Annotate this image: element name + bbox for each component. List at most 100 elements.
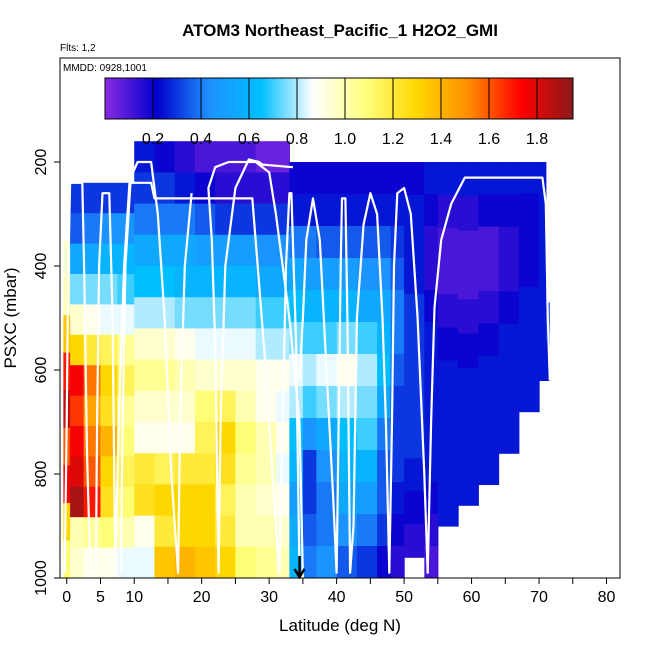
heatmap-cell xyxy=(302,290,317,323)
heatmap-cell xyxy=(154,484,176,517)
heatmap-cell xyxy=(539,255,547,288)
y-tick-label: 200 xyxy=(33,149,50,176)
heatmap-cell xyxy=(302,354,317,387)
heatmap-cell xyxy=(194,141,216,173)
heatmap-cell xyxy=(275,172,290,205)
heatmap-cell xyxy=(356,482,378,515)
heatmap-cell xyxy=(255,515,277,548)
heatmap-cell xyxy=(215,359,237,392)
heatmap-cell xyxy=(70,395,85,427)
x-tick-label: 10 xyxy=(125,589,143,606)
heatmap-cell xyxy=(458,196,479,232)
heatmap-cell xyxy=(215,546,237,578)
colorbar-ticks: 0.2 0.4 0.6 0.8 1.0 1.2 1.4 1.6 1.8 xyxy=(142,78,548,148)
colorbar-tick-label: 0.8 xyxy=(286,131,308,148)
heatmap-cell xyxy=(117,182,135,214)
heatmap-cell xyxy=(336,546,358,578)
heatmap-cell xyxy=(437,426,459,461)
heatmap-cell xyxy=(194,546,216,578)
heatmap-cell xyxy=(63,240,71,279)
heatmap-cell xyxy=(424,482,439,515)
heatmap-cell xyxy=(390,386,405,419)
heatmap-cell xyxy=(458,162,479,197)
heatmap-cell xyxy=(458,333,479,369)
heatmap-cell xyxy=(498,388,520,422)
heatmap-cell xyxy=(117,304,135,336)
heatmap-cell xyxy=(100,426,118,457)
flight-track-3-dots xyxy=(298,176,551,574)
heatmap-cell xyxy=(194,203,216,236)
heatmap-cell xyxy=(174,141,196,173)
heatmap-cell xyxy=(377,482,392,515)
heatmap-cell xyxy=(174,297,196,329)
heatmap-cell xyxy=(437,294,459,329)
heatmap-cell xyxy=(70,426,85,457)
heatmap-cell xyxy=(302,386,317,419)
heatmap-cell xyxy=(390,162,405,195)
heatmap-cell xyxy=(100,334,118,366)
heatmap-cell xyxy=(518,224,540,257)
heatmap-cell xyxy=(437,492,459,527)
heatmap-cell xyxy=(100,517,118,549)
heatmap-cell xyxy=(424,162,439,195)
heatmap-cell xyxy=(404,194,425,229)
heatmap-cell xyxy=(356,450,378,483)
y-tick-label: 600 xyxy=(33,357,50,384)
heatmap-cell xyxy=(545,341,550,381)
flight-tracks xyxy=(63,158,551,578)
marker-head xyxy=(293,568,306,580)
heatmap-cell xyxy=(134,453,156,485)
heatmap-cell xyxy=(302,322,317,355)
heatmap-cell xyxy=(478,452,500,485)
heatmap-cell xyxy=(424,450,439,483)
heatmap-cell xyxy=(255,203,277,236)
heatmap-cell xyxy=(63,502,71,542)
heatmap-cell xyxy=(478,355,500,389)
heatmap-cell xyxy=(518,318,540,350)
heatmap-cell xyxy=(194,297,216,329)
heatmap-cell xyxy=(194,234,216,267)
x-axis: 0 5 10 20 30 40 50 60 70 80 xyxy=(62,578,616,606)
heatmap-cell xyxy=(437,327,459,362)
heatmap-cell xyxy=(316,258,338,291)
heatmap-cell xyxy=(390,514,405,547)
heatmap-cell xyxy=(194,422,216,454)
heatmap-cell xyxy=(424,194,439,227)
heatmap-cell xyxy=(316,162,338,195)
heatmap-cell xyxy=(70,517,85,549)
heatmap-cell xyxy=(478,226,500,260)
heatmap-cell xyxy=(518,255,540,288)
heatmap-cell xyxy=(255,266,277,298)
heatmap-cell xyxy=(63,465,71,504)
heatmap-cell xyxy=(174,515,196,548)
x-tick-label: 70 xyxy=(530,589,548,606)
heatmap-cell xyxy=(83,547,102,578)
colorbar-tick-label: 1.2 xyxy=(382,131,404,148)
heatmap-cell xyxy=(424,258,439,291)
heatmap-cell xyxy=(70,182,85,214)
heatmap-cell xyxy=(336,162,358,195)
heatmap-cell xyxy=(255,297,277,329)
heatmap-cell xyxy=(539,224,547,257)
heatmap-cell xyxy=(390,546,405,578)
heatmap-cell xyxy=(390,354,405,387)
heatmap-cell xyxy=(174,203,196,236)
heatmap-cell xyxy=(498,420,520,454)
heatmap-cell xyxy=(289,258,304,291)
heatmap-cell xyxy=(404,227,425,262)
heatmap-cell xyxy=(100,365,118,397)
heatmap-cell xyxy=(174,422,196,454)
heatmap-cell xyxy=(174,390,196,423)
heatmap-cell xyxy=(316,290,338,323)
heatmap-cell xyxy=(302,258,317,291)
heatmap-cell xyxy=(70,547,85,578)
heatmap-cell xyxy=(539,286,547,319)
y-tick-label: 1000 xyxy=(33,560,50,596)
y-axis: 200 400 600 800 1000 xyxy=(33,149,60,596)
heatmap-cell xyxy=(255,484,277,517)
x-axis-label: Latitude (deg N) xyxy=(279,616,401,635)
flight-track-1-dots xyxy=(63,158,304,578)
heatmap-cell xyxy=(255,390,277,423)
heatmap-cell xyxy=(518,193,540,225)
heatmap-cell xyxy=(390,194,405,227)
